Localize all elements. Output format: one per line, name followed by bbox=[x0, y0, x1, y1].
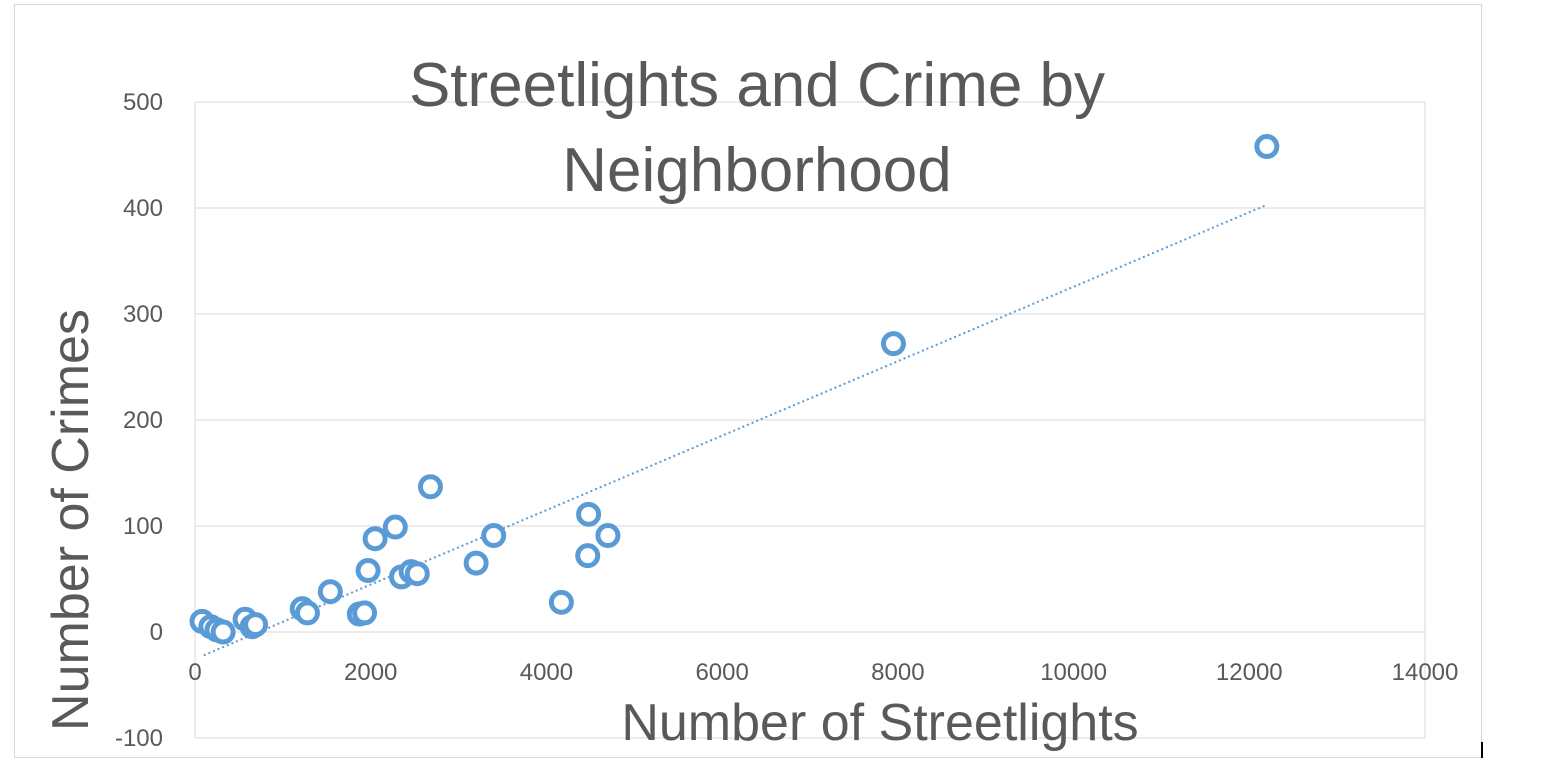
x-tick-label: 8000 bbox=[871, 659, 924, 686]
trendline bbox=[203, 203, 1268, 657]
trendline-group bbox=[203, 203, 1268, 657]
data-point bbox=[355, 558, 381, 584]
y-tick-label: 400 bbox=[123, 195, 163, 222]
window-edge-mark bbox=[1481, 742, 1483, 758]
data-point bbox=[417, 474, 443, 500]
chart-title-line-1: Streetlights and Crime by bbox=[409, 51, 1105, 120]
y-tick-label: 300 bbox=[123, 301, 163, 328]
data-point bbox=[362, 526, 388, 552]
data-point bbox=[382, 514, 408, 540]
y-axis-tick-labels: -100 0 100 200 300 400 500 bbox=[115, 89, 163, 752]
data-point bbox=[352, 600, 378, 626]
y-tick-label: 0 bbox=[150, 619, 163, 646]
data-points bbox=[189, 134, 1280, 645]
x-tick-label: 6000 bbox=[695, 659, 748, 686]
y-axis-title: Number of Crimes bbox=[42, 309, 100, 731]
x-axis-tick-labels: 0 2000 4000 6000 8000 10000 12000 14000 bbox=[188, 659, 1458, 686]
data-point bbox=[243, 612, 269, 638]
data-point bbox=[294, 600, 320, 626]
data-point bbox=[880, 331, 906, 357]
data-point bbox=[210, 619, 236, 645]
x-tick-label: 12000 bbox=[1216, 659, 1283, 686]
x-axis-title: Number of Streetlights bbox=[621, 694, 1138, 752]
data-point bbox=[595, 523, 621, 549]
x-tick-label: 4000 bbox=[520, 659, 573, 686]
data-point bbox=[576, 501, 602, 527]
y-tick-label: -100 bbox=[115, 725, 163, 752]
x-tick-label: 10000 bbox=[1040, 659, 1107, 686]
x-tick-label: 0 bbox=[188, 659, 201, 686]
y-tick-label: 100 bbox=[123, 513, 163, 540]
x-tick-label: 14000 bbox=[1392, 659, 1459, 686]
chart-title-line-2: Neighborhood bbox=[562, 136, 952, 205]
gridlines bbox=[194, 101, 1426, 739]
data-point bbox=[548, 589, 574, 615]
data-point bbox=[1254, 134, 1280, 160]
x-tick-label: 2000 bbox=[344, 659, 397, 686]
data-point bbox=[481, 523, 507, 549]
y-tick-label: 500 bbox=[123, 89, 163, 116]
data-point bbox=[404, 561, 430, 587]
y-tick-label: 200 bbox=[123, 407, 163, 434]
data-point bbox=[463, 550, 489, 576]
data-point bbox=[317, 579, 343, 605]
data-point bbox=[575, 543, 601, 569]
